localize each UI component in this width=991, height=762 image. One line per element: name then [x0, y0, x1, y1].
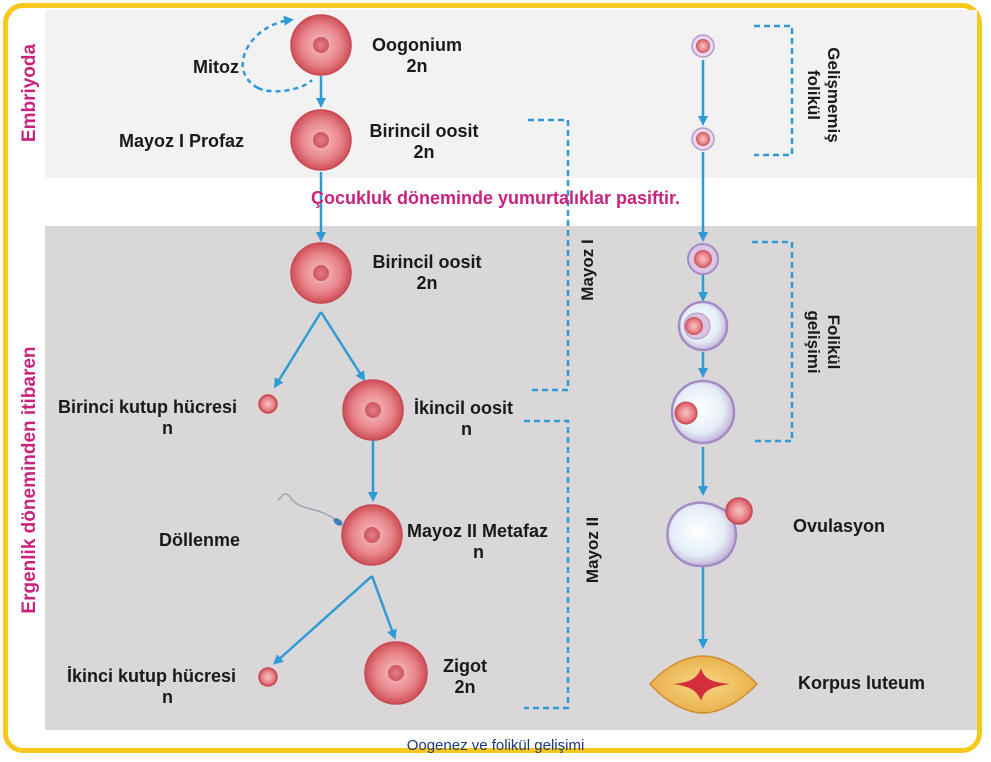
secondary-oocyte-label: İkincil oosit n: [414, 398, 513, 440]
developing-follicle-2: [677, 300, 729, 352]
second-polar-body-cell: [258, 667, 278, 687]
embryo-side-label: Embriyoda: [19, 43, 40, 143]
zygote-name: Zigot: [443, 656, 487, 676]
puberty-side-label: Ergenlik döneminden itibaren: [19, 346, 40, 614]
meiosis1-label: Mayoz I: [578, 239, 597, 301]
first-polar-body-ploidy: n: [162, 418, 173, 438]
undeveloped-line-1: Gelişmemiş: [824, 47, 843, 143]
secondary-oocyte-cell: [342, 379, 404, 441]
first-polar-body-cell: [258, 394, 278, 414]
follicle-development-label: Folikül gelişimi: [803, 297, 843, 387]
figure-caption: Oogenez ve folikül gelişimi: [406, 737, 585, 754]
metaphase-name: Mayoz II Metafaz: [407, 521, 549, 541]
follicle-development-bracket: [752, 240, 794, 443]
second-polar-body-name: İkinci kutup hücresi: [67, 666, 237, 686]
childhood-note: Çocukluk döneminde yumurtalıklar pasifti…: [310, 188, 681, 208]
oogonium-ploidy: 2n: [406, 56, 428, 76]
primary-oocyte-1-name: Birincil oosit: [369, 121, 479, 141]
meiosis1-bracket: [528, 118, 570, 392]
undeveloped-follicle-2: [691, 127, 715, 151]
mitosis-label: Mitoz: [193, 57, 239, 77]
secondary-oocyte-name: İkincil oosit: [414, 398, 514, 418]
first-polar-body-label: Birinci kutup hücresi n: [58, 397, 237, 439]
development-line-1: Folikül: [824, 314, 843, 370]
arrow-to-secondary-oocyte: [319, 311, 366, 382]
primary-oocyte-1-ploidy: 2n: [413, 142, 435, 162]
development-line-2: gelişimi: [804, 310, 823, 374]
meiosis2-label: Mayoz II: [583, 516, 602, 584]
undeveloped-follicle-label: Gelişmemiş folikül: [803, 40, 843, 150]
corpus-luteum-label: Korpus luteum: [798, 673, 926, 693]
ovulating-follicle: [666, 497, 753, 568]
second-polar-body-ploidy: n: [162, 687, 173, 707]
primary-oocyte-cell-1: [290, 109, 352, 171]
oogonium-label: Oogonium 2n: [367, 35, 467, 77]
secondary-oocyte-ploidy: n: [461, 419, 472, 439]
ovulation-label: Ovulasyon: [793, 516, 886, 536]
metaphase-label: Mayoz II Metafaz n: [407, 521, 548, 563]
arrow-to-second-polar-body: [273, 575, 373, 665]
first-polar-body-name: Birinci kutup hücresi: [58, 397, 238, 417]
prophase-label: Mayoz I Profaz: [119, 131, 245, 151]
embryo-band: [45, 10, 977, 178]
metaphase-ploidy: n: [473, 542, 484, 562]
sperm-icon: [277, 493, 343, 526]
zygote-label: Zigot 2n: [440, 656, 490, 698]
primary-oocyte-label-1: Birincil oosit 2n: [364, 121, 484, 163]
arrow-to-first-polar-body: [273, 311, 323, 389]
undeveloped-follicle-1: [691, 34, 715, 58]
zygote-cell: [364, 641, 428, 705]
mature-follicle: [670, 379, 736, 445]
arrow-to-zygote: [370, 575, 397, 640]
mitosis-loop-arrow: [241, 15, 294, 90]
zygote-ploidy: 2n: [454, 677, 476, 697]
primary-oocyte-label-2: Birincil oosit 2n: [367, 252, 487, 294]
developing-follicle-1: [687, 243, 719, 275]
corpus-luteum-shape: [648, 655, 759, 714]
primary-oocyte-2-name: Birincil oosit: [372, 252, 482, 272]
puberty-band: [45, 226, 977, 730]
primary-oocyte-cell-2: [290, 242, 352, 304]
oogonium-name: Oogonium: [372, 35, 462, 55]
fertilization-label: Döllenme: [159, 530, 241, 550]
undeveloped-follicle-bracket: [754, 24, 794, 157]
meiosis2-bracket: [524, 419, 570, 710]
primary-oocyte-2-ploidy: 2n: [416, 273, 438, 293]
oogonium-cell: [290, 14, 352, 76]
undeveloped-line-2: folikül: [804, 69, 823, 121]
second-polar-body-label: İkinci kutup hücresi n: [67, 666, 236, 708]
metaphase-cell: [341, 504, 403, 566]
